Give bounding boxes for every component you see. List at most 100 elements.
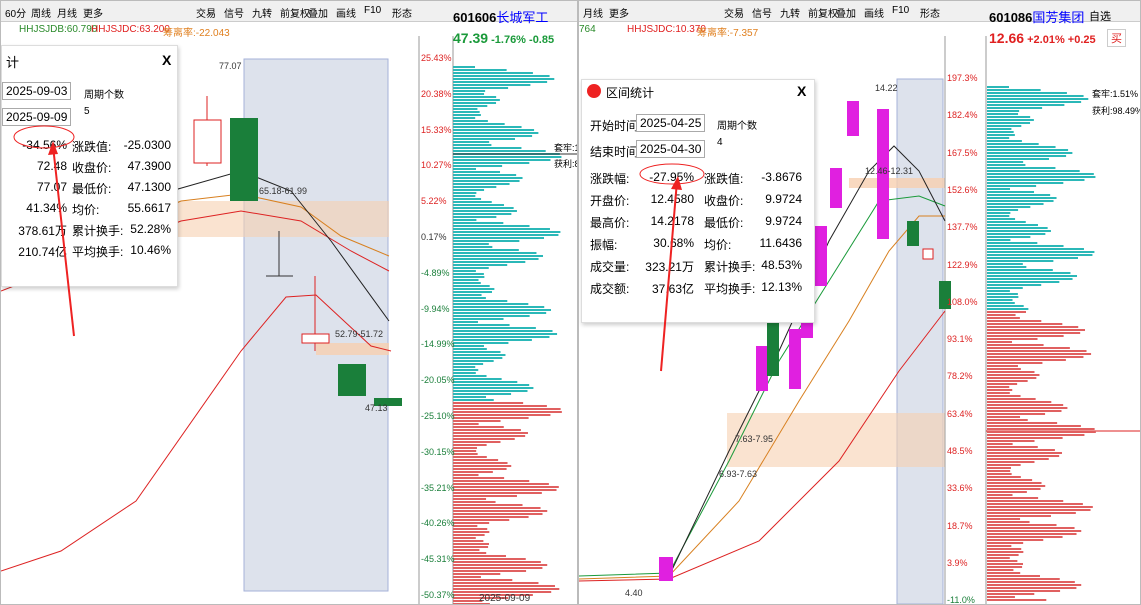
arrow <box>660 176 682 372</box>
profile-bar <box>987 101 1082 103</box>
profile-bar <box>453 444 487 446</box>
menu-button[interactable]: 信号 <box>224 9 244 20</box>
profile-bar <box>453 519 510 521</box>
profile-bar <box>987 284 1042 286</box>
profile-bar <box>987 476 1021 478</box>
menu-button[interactable]: 形态 <box>920 9 940 20</box>
profile-bar <box>987 422 1058 424</box>
profile-bar <box>987 290 1010 292</box>
profile-bar <box>453 312 547 314</box>
profile-bar <box>453 129 535 131</box>
axis-label: 0.17% <box>421 232 447 242</box>
buy-button[interactable]: 买 <box>1107 29 1126 47</box>
profile-bar <box>987 425 1081 427</box>
menu-button[interactable]: 前复权 <box>280 9 310 20</box>
menu-button[interactable]: 前复权 <box>808 9 838 20</box>
menu-button[interactable]: 叠加 <box>308 9 328 20</box>
stat-value: 12.4580 <box>650 192 694 206</box>
profile-bar <box>453 279 479 281</box>
menu-button[interactable]: 叠加 <box>836 9 856 20</box>
profile-bar <box>987 314 1016 316</box>
tool-button[interactable]: 更多 <box>609 9 629 20</box>
count: 5 <box>84 106 90 117</box>
profile-bar <box>987 140 1022 142</box>
stat-value: 12.13% <box>761 280 802 294</box>
profile-bar <box>987 209 1019 211</box>
profile-bar <box>987 518 1021 520</box>
axis-label: 15.33% <box>421 124 452 135</box>
stat-label: 成交量: <box>590 260 630 274</box>
menu-button[interactable]: 信号 <box>752 9 772 20</box>
menu-button[interactable]: 画线 <box>864 9 884 20</box>
start-date[interactable]: 2025-04-25 <box>636 114 706 132</box>
menu-button[interactable]: 交易 <box>724 9 744 20</box>
profile-bar <box>987 374 1040 376</box>
annotation: 14.22 <box>875 83 898 93</box>
menu-button[interactable]: 九转 <box>252 9 272 20</box>
dialog-title: 区间统计 <box>606 86 655 100</box>
end-date[interactable]: 2025-09-09 <box>2 108 72 126</box>
profile-bar <box>453 189 485 191</box>
stat-label: 平均换手: <box>704 282 756 296</box>
profile-bar <box>453 459 499 461</box>
profile-bar <box>453 360 494 362</box>
annotation: 7.63-7.95 <box>735 434 774 444</box>
tool-button[interactable]: 更多 <box>83 9 103 20</box>
profile-bar <box>987 179 1085 181</box>
profile-bar <box>453 255 544 257</box>
menu-button[interactable]: F10 <box>364 5 382 16</box>
stat-value: 14.2178 <box>650 214 694 228</box>
profile-bar <box>453 339 532 341</box>
profile-bar <box>453 393 512 395</box>
axis-label: -14.99% <box>421 339 455 350</box>
profile-bar <box>453 72 533 74</box>
tool-button[interactable]: 60分 <box>5 9 27 20</box>
profile-bar <box>987 440 1035 442</box>
start-date[interactable]: 2025-09-03 <box>2 82 72 100</box>
axis-label: -35.21% <box>421 482 455 493</box>
menu-button[interactable]: F10 <box>892 5 910 16</box>
profile-bar <box>453 141 490 143</box>
profile-bar <box>453 174 517 176</box>
profile-bar <box>987 443 1013 445</box>
profile-bar <box>987 227 1048 229</box>
profile-bar <box>987 212 1011 214</box>
arrow <box>48 141 75 337</box>
indicator-bar: HHJSJDB:60.790 HHJSJDC:63.200 筹离率:-22.043 <box>1 21 419 39</box>
close[interactable]: X <box>162 52 172 68</box>
toolbar: 月线 更多 交易 信号 九转 前复权 叠加 画线 F10 形态 <box>579 1 1140 22</box>
profile-bar <box>453 567 543 569</box>
profile-bar <box>453 537 476 539</box>
stat-value: 77.07 <box>36 180 67 194</box>
tool-button[interactable]: 周线 <box>31 9 51 20</box>
profile-bar <box>453 390 528 392</box>
profile-bar <box>453 453 478 455</box>
axis-label: -30.15% <box>421 446 455 457</box>
profile-bar <box>987 545 1012 547</box>
profile-bar <box>987 299 1013 301</box>
profile-bar <box>453 369 479 371</box>
profile-bar <box>453 273 484 275</box>
profile-bar <box>453 294 482 296</box>
menu-button[interactable]: 形态 <box>392 9 412 20</box>
profile-bar <box>453 123 505 125</box>
tool-button[interactable]: 月线 <box>57 9 77 20</box>
profile-bar <box>987 203 1044 205</box>
profile-bar <box>987 464 1021 466</box>
end-date[interactable]: 2025-04-30 <box>636 140 706 158</box>
stat-value: -27.95% <box>649 170 694 184</box>
profile-bar <box>987 449 1055 451</box>
profile-bar <box>987 278 1073 280</box>
profile-bar <box>453 366 476 368</box>
axis-label: 5.22% <box>421 196 447 207</box>
watch[interactable]: 自选 <box>1089 11 1111 23</box>
profile-bar <box>987 479 1033 481</box>
menu-button[interactable]: 九转 <box>780 9 800 20</box>
menu-button[interactable]: 画线 <box>336 9 356 20</box>
profile-bar <box>453 219 477 221</box>
profile-bar <box>453 468 507 470</box>
close[interactable]: X <box>797 83 807 99</box>
menu-button[interactable]: 交易 <box>196 9 216 20</box>
profile-bar <box>987 221 1026 223</box>
tool-button[interactable]: 月线 <box>583 9 603 20</box>
